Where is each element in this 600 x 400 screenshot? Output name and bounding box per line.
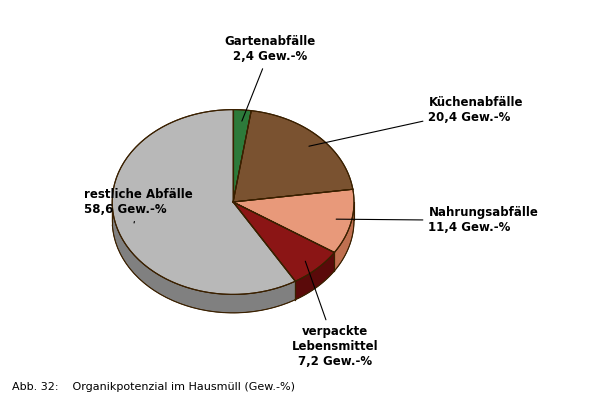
Text: Abb. 32:    Organikpotenzial im Hausmüll (Gew.-%): Abb. 32: Organikpotenzial im Hausmüll (G…	[12, 382, 295, 392]
Polygon shape	[233, 110, 251, 202]
Polygon shape	[112, 110, 295, 294]
Polygon shape	[233, 111, 353, 202]
Polygon shape	[334, 203, 354, 271]
Text: restliche Abfälle
58,6 Gew.-%: restliche Abfälle 58,6 Gew.-%	[84, 188, 193, 223]
Polygon shape	[112, 203, 295, 313]
Polygon shape	[295, 252, 334, 300]
Text: verpackte
Lebensmittel
7,2 Gew.-%: verpackte Lebensmittel 7,2 Gew.-%	[292, 261, 379, 368]
Polygon shape	[233, 202, 334, 281]
Text: Gartenabfälle
2,4 Gew.-%: Gartenabfälle 2,4 Gew.-%	[224, 36, 316, 121]
Polygon shape	[233, 189, 354, 252]
Text: Nahrungsabfälle
11,4 Gew.-%: Nahrungsabfälle 11,4 Gew.-%	[336, 206, 538, 234]
Text: Küchenabfälle
20,4 Gew.-%: Küchenabfälle 20,4 Gew.-%	[309, 96, 523, 146]
